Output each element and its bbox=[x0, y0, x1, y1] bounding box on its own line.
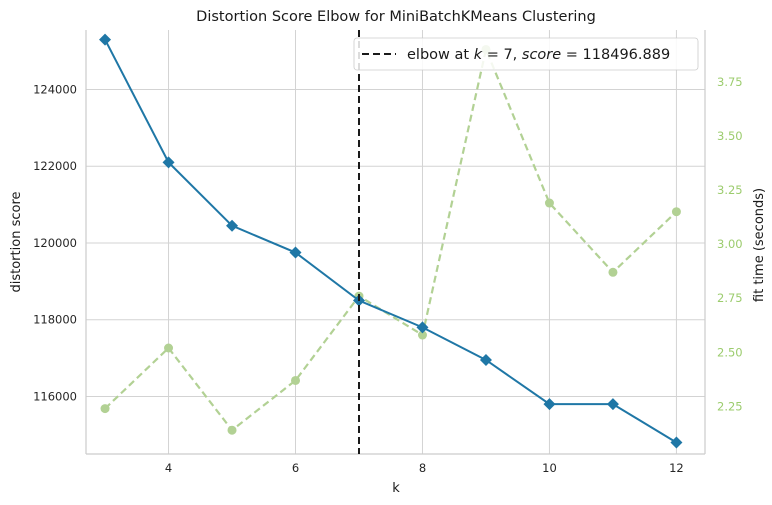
fit-time-point-9 bbox=[671, 207, 681, 217]
y2-tick-labels: 2.25 2.50 2.75 3.00 3.25 3.50 3.75 bbox=[717, 75, 743, 413]
x-tick-label-4: 12 bbox=[669, 461, 684, 475]
distortion-point-3 bbox=[289, 246, 302, 259]
fit-time-point-3 bbox=[291, 375, 301, 385]
fit-time-point-0 bbox=[100, 404, 110, 414]
distortion-line bbox=[104, 39, 677, 444]
distortion-point-9 bbox=[670, 436, 683, 449]
x-axis-label: k bbox=[392, 481, 400, 496]
grid bbox=[86, 30, 705, 454]
y-tick-label-4: 124000 bbox=[33, 82, 77, 96]
y-tick-label-0: 116000 bbox=[33, 389, 77, 403]
fit-time-point-1 bbox=[164, 343, 174, 353]
legend-elbow-k: k bbox=[474, 47, 483, 63]
legend: elbow at k = 7, score = 118496.889 bbox=[353, 37, 699, 71]
legend-elbow-label: elbow at k = 7, score = 118496.889 bbox=[407, 47, 670, 63]
y2-tick-label-5: 3.50 bbox=[717, 129, 743, 143]
fit-time-point-2 bbox=[227, 425, 237, 435]
legend-box bbox=[353, 37, 699, 71]
distortion-point-8 bbox=[606, 398, 619, 411]
x-tick-labels: 4 6 8 10 12 bbox=[165, 461, 684, 475]
fit-time-line bbox=[104, 45, 678, 432]
legend-elbow-score-word: score bbox=[522, 47, 561, 63]
legend-elbow-mid: = 7, bbox=[482, 47, 522, 63]
distortion-point-0 bbox=[99, 33, 112, 46]
plot-background bbox=[86, 30, 705, 454]
x-tick-label-1: 6 bbox=[292, 461, 299, 475]
y-axis-label: distortion score bbox=[9, 192, 24, 293]
distortion-point-2 bbox=[226, 219, 239, 232]
x-tick-label-3: 10 bbox=[542, 461, 557, 475]
y2-tick-label-0: 2.25 bbox=[717, 399, 743, 413]
y-tick-label-3: 122000 bbox=[33, 159, 77, 173]
distortion-point-1 bbox=[162, 156, 175, 169]
plot-frame bbox=[85, 30, 706, 455]
legend-elbow-prefix: elbow at bbox=[407, 47, 474, 63]
chart-title: Distortion Score Elbow for MiniBatchKMea… bbox=[196, 9, 596, 25]
x-tick-label-0: 4 bbox=[165, 461, 172, 475]
y2-tick-label-4: 3.25 bbox=[717, 183, 743, 197]
y2-tick-label-3: 3.00 bbox=[717, 237, 743, 251]
fit-time-point-5 bbox=[417, 330, 427, 340]
legend-elbow-suffix: = 118496.889 bbox=[561, 47, 670, 63]
y-tick-label-1: 118000 bbox=[33, 313, 77, 327]
y-tick-label-2: 120000 bbox=[33, 236, 77, 250]
y2-tick-label-2: 2.75 bbox=[717, 291, 743, 305]
x-tick-label-2: 8 bbox=[419, 461, 426, 475]
y2-axis-label: fit time (seconds) bbox=[752, 188, 767, 302]
fit-time-point-7 bbox=[544, 198, 554, 208]
y-tick-labels: 116000 118000 120000 122000 124000 bbox=[33, 82, 77, 403]
y2-tick-label-1: 2.50 bbox=[717, 345, 743, 359]
y2-tick-label-6: 3.75 bbox=[717, 75, 743, 89]
distortion-point-6 bbox=[479, 353, 492, 366]
distortion-point-5 bbox=[416, 321, 429, 334]
distortion-point-7 bbox=[543, 398, 556, 411]
fit-time-point-8 bbox=[608, 267, 618, 277]
